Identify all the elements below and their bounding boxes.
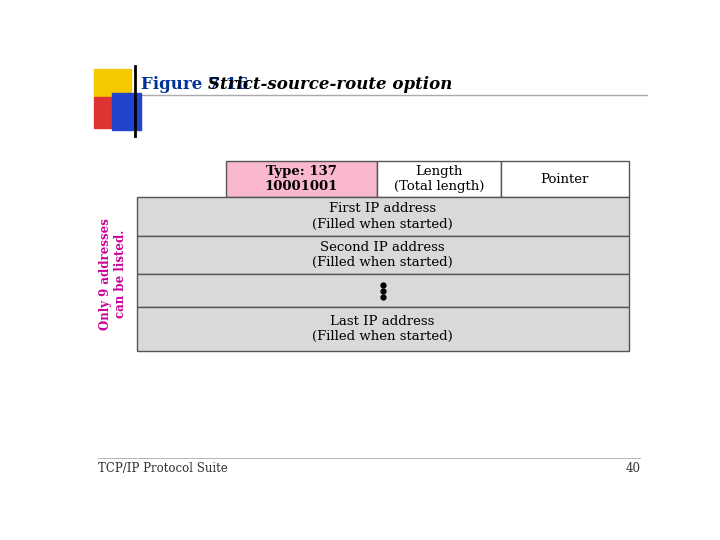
Bar <box>137 274 629 307</box>
Bar <box>112 93 141 130</box>
Text: Length
(Total length): Length (Total length) <box>394 165 484 193</box>
Bar <box>94 97 121 128</box>
Bar <box>94 69 131 98</box>
Bar <box>137 307 629 351</box>
Text: Last IP address
(Filled when started): Last IP address (Filled when started) <box>312 315 453 343</box>
Bar <box>377 161 500 197</box>
Text: Type: 137
10001001: Type: 137 10001001 <box>264 165 338 193</box>
Text: First IP address
(Filled when started): First IP address (Filled when started) <box>312 202 453 231</box>
Bar <box>137 197 629 236</box>
Bar <box>225 161 377 197</box>
Text: Only 9 addresses
can be listed.: Only 9 addresses can be listed. <box>99 218 127 330</box>
Bar <box>137 236 629 274</box>
Bar <box>500 161 629 197</box>
Text: Strict-source-route option: Strict-source-route option <box>208 76 452 93</box>
Text: Figure 7.16: Figure 7.16 <box>141 76 248 93</box>
Text: 40: 40 <box>625 462 640 475</box>
Text: TCP/IP Protocol Suite: TCP/IP Protocol Suite <box>98 462 228 475</box>
Text: Pointer: Pointer <box>541 173 589 186</box>
Text: Second IP address
(Filled when started): Second IP address (Filled when started) <box>312 241 453 269</box>
